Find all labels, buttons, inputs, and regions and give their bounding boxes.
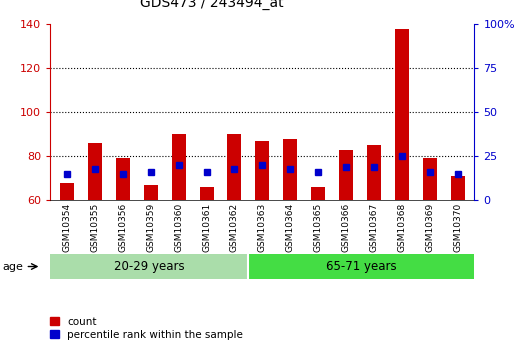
Bar xyxy=(255,141,269,200)
Text: GSM10359: GSM10359 xyxy=(146,203,155,252)
Text: 20-29 years: 20-29 years xyxy=(114,260,184,273)
Legend: count, percentile rank within the sample: count, percentile rank within the sample xyxy=(50,317,243,340)
Text: GSM10356: GSM10356 xyxy=(118,203,127,252)
Bar xyxy=(283,139,297,200)
Bar xyxy=(172,134,185,200)
Text: age: age xyxy=(3,262,23,272)
Text: GSM10362: GSM10362 xyxy=(230,203,239,252)
Text: GSM10355: GSM10355 xyxy=(91,203,100,252)
Text: GSM10363: GSM10363 xyxy=(258,203,267,252)
Bar xyxy=(88,143,102,200)
Bar xyxy=(339,149,353,200)
Bar xyxy=(50,254,249,279)
Text: GSM10354: GSM10354 xyxy=(63,203,72,252)
Text: GSM10370: GSM10370 xyxy=(453,203,462,252)
Text: GSM10369: GSM10369 xyxy=(425,203,434,252)
Text: GSM10368: GSM10368 xyxy=(398,203,407,252)
Bar xyxy=(423,158,437,200)
Bar xyxy=(311,187,325,200)
Bar xyxy=(227,134,242,200)
Text: GSM10364: GSM10364 xyxy=(286,203,295,252)
Text: 65-71 years: 65-71 years xyxy=(326,260,396,273)
Bar xyxy=(249,254,474,279)
Text: GDS473 / 243494_at: GDS473 / 243494_at xyxy=(140,0,283,10)
Bar xyxy=(395,29,409,200)
Text: GSM10366: GSM10366 xyxy=(341,203,350,252)
Bar xyxy=(200,187,214,200)
Bar xyxy=(116,158,130,200)
Bar xyxy=(144,185,158,200)
Text: GSM10360: GSM10360 xyxy=(174,203,183,252)
Text: GSM10361: GSM10361 xyxy=(202,203,211,252)
Bar xyxy=(367,145,381,200)
Bar xyxy=(60,183,74,200)
Text: GSM10367: GSM10367 xyxy=(369,203,378,252)
Text: GSM10365: GSM10365 xyxy=(314,203,323,252)
Bar xyxy=(450,176,465,200)
